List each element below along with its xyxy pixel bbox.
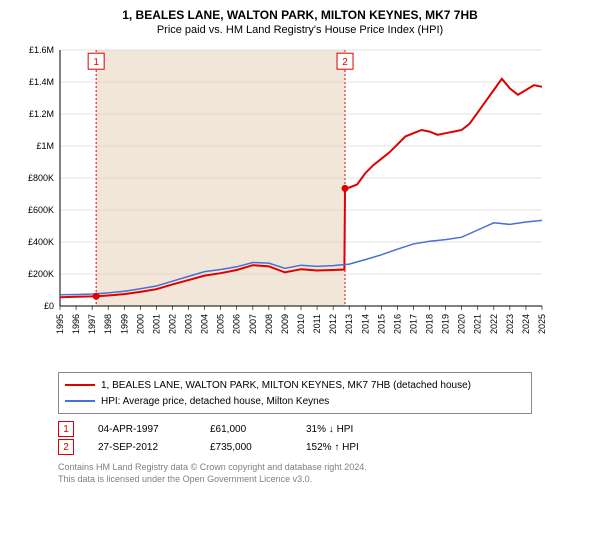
svg-text:1: 1 xyxy=(93,57,99,68)
svg-text:2012: 2012 xyxy=(328,314,338,334)
svg-text:2017: 2017 xyxy=(408,314,418,334)
svg-text:£800K: £800K xyxy=(28,173,54,183)
svg-text:2010: 2010 xyxy=(296,314,306,334)
legend-row: 1, BEALES LANE, WALTON PARK, MILTON KEYN… xyxy=(65,377,525,393)
svg-text:2015: 2015 xyxy=(376,314,386,334)
svg-text:2025: 2025 xyxy=(537,314,547,334)
svg-text:2013: 2013 xyxy=(344,314,354,334)
svg-text:2022: 2022 xyxy=(489,314,499,334)
svg-text:2021: 2021 xyxy=(473,314,483,334)
svg-text:2024: 2024 xyxy=(521,314,531,334)
chart-area: £0 £200K £400K £600K £800K £1M £1.2M £1.4M £1.6M… xyxy=(10,36,590,366)
svg-text:2003: 2003 xyxy=(184,314,194,334)
svg-text:2009: 2009 xyxy=(280,314,290,334)
svg-text:2006: 2006 xyxy=(232,314,242,334)
marker-hpi: 152% ↑ HPI xyxy=(306,442,396,453)
svg-text:2023: 2023 xyxy=(505,314,515,334)
marker-date: 04-APR-1997 xyxy=(98,424,186,435)
marker-badge: 2 xyxy=(58,439,74,455)
svg-text:2004: 2004 xyxy=(200,314,210,334)
svg-text:1996: 1996 xyxy=(71,314,81,334)
svg-text:1999: 1999 xyxy=(119,314,129,334)
legend: 1, BEALES LANE, WALTON PARK, MILTON KEYN… xyxy=(58,372,532,414)
marker-row: 2 27-SEP-2012 £735,000 152% ↑ HPI xyxy=(58,438,590,456)
marker-badge: 1 xyxy=(58,421,74,437)
svg-text:1998: 1998 xyxy=(103,314,113,334)
legend-row: HPI: Average price, detached house, Milt… xyxy=(65,393,525,409)
marker-row: 1 04-APR-1997 £61,000 31% ↓ HPI xyxy=(58,420,590,438)
svg-text:£1M: £1M xyxy=(36,141,54,151)
footer-attribution: Contains HM Land Registry data © Crown c… xyxy=(58,462,590,485)
svg-text:1997: 1997 xyxy=(87,314,97,334)
svg-text:£1.4M: £1.4M xyxy=(29,77,54,87)
svg-text:2018: 2018 xyxy=(425,314,435,334)
marker-price: £61,000 xyxy=(210,424,282,435)
svg-text:2020: 2020 xyxy=(457,314,467,334)
svg-text:2: 2 xyxy=(342,57,348,68)
svg-text:2005: 2005 xyxy=(216,314,226,334)
svg-text:£600K: £600K xyxy=(28,205,54,215)
svg-text:£400K: £400K xyxy=(28,237,54,247)
svg-text:2016: 2016 xyxy=(392,314,402,334)
svg-text:2001: 2001 xyxy=(151,314,161,334)
marker-hpi: 31% ↓ HPI xyxy=(306,424,396,435)
svg-text:2011: 2011 xyxy=(312,314,322,333)
legend-label: HPI: Average price, detached house, Milt… xyxy=(101,396,329,407)
chart-title-1: 1, BEALES LANE, WALTON PARK, MILTON KEYN… xyxy=(10,8,590,22)
marker-date: 27-SEP-2012 xyxy=(98,442,186,453)
marker-table: 1 04-APR-1997 £61,000 31% ↓ HPI 2 27-SEP-2012… xyxy=(58,420,590,456)
svg-text:1995: 1995 xyxy=(55,314,65,334)
svg-text:2002: 2002 xyxy=(167,314,177,334)
legend-swatch xyxy=(65,400,95,402)
footer-line-2: This data is licensed under the Open Gov… xyxy=(58,474,590,486)
marker-price: £735,000 xyxy=(210,442,282,453)
legend-label: 1, BEALES LANE, WALTON PARK, MILTON KEYN… xyxy=(101,380,471,391)
footer-line-1: Contains HM Land Registry data © Crown c… xyxy=(58,462,590,474)
svg-text:2007: 2007 xyxy=(248,314,258,334)
svg-text:£200K: £200K xyxy=(28,269,54,279)
svg-text:£1.6M: £1.6M xyxy=(29,45,54,55)
svg-text:£0: £0 xyxy=(44,301,54,311)
svg-text:2008: 2008 xyxy=(264,314,274,334)
chart-title-2: Price paid vs. HM Land Registry's House … xyxy=(10,24,590,36)
svg-text:2000: 2000 xyxy=(135,314,145,334)
svg-text:£1.2M: £1.2M xyxy=(29,109,54,119)
svg-text:2014: 2014 xyxy=(360,314,370,334)
legend-swatch xyxy=(65,384,95,386)
line-chart: £0 £200K £400K £600K £800K £1M £1.2M £1.4M £1.6M… xyxy=(10,36,550,366)
svg-text:2019: 2019 xyxy=(441,314,451,334)
